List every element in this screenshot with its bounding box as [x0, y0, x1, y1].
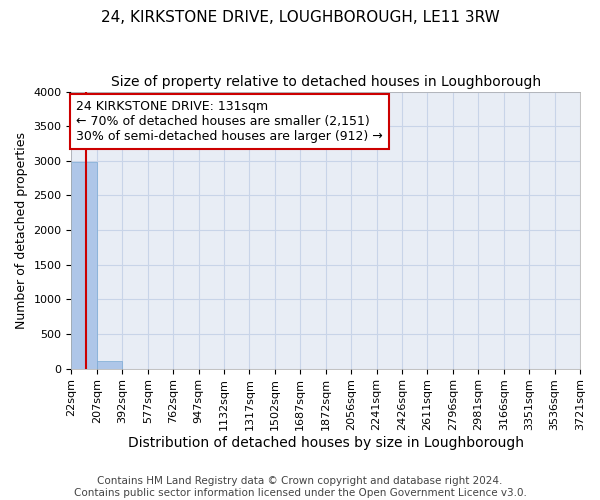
Y-axis label: Number of detached properties: Number of detached properties	[15, 132, 28, 328]
Text: 24 KIRKSTONE DRIVE: 131sqm
← 70% of detached houses are smaller (2,151)
30% of s: 24 KIRKSTONE DRIVE: 131sqm ← 70% of deta…	[76, 100, 383, 143]
Bar	[71, 162, 97, 368]
Title: Size of property relative to detached houses in Loughborough: Size of property relative to detached ho…	[110, 75, 541, 89]
Text: Contains HM Land Registry data © Crown copyright and database right 2024.
Contai: Contains HM Land Registry data © Crown c…	[74, 476, 526, 498]
X-axis label: Distribution of detached houses by size in Loughborough: Distribution of detached houses by size …	[128, 436, 524, 450]
Bar	[97, 361, 122, 368]
Text: 24, KIRKSTONE DRIVE, LOUGHBOROUGH, LE11 3RW: 24, KIRKSTONE DRIVE, LOUGHBOROUGH, LE11 …	[101, 10, 499, 25]
